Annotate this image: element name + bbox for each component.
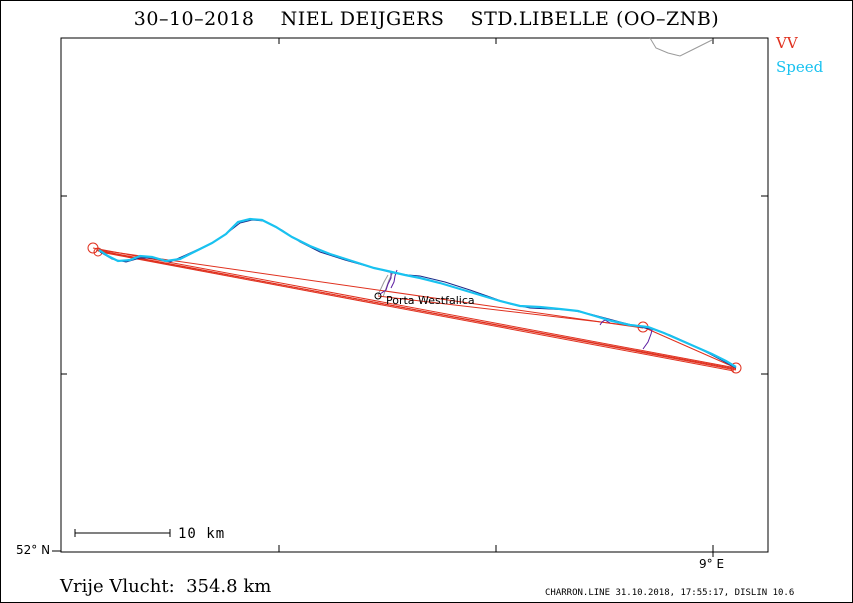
border-line [649,37,713,57]
scale-label: 10 km [178,526,226,542]
map-title: 30–10–2018 NIEL DEIJGERS STD.LIBELLE (OO… [133,8,720,30]
waypoint-marker [374,292,382,300]
legend-speed: Speed [776,58,824,76]
latitude-label: 52° N [16,543,51,557]
axis-ticks [52,38,768,557]
flight-distance: Vrije Vlucht: 354.8 km [60,576,272,597]
legend-vv: VV [776,34,798,52]
longitude-label: 9° E [699,557,725,571]
track-speed [98,217,737,368]
plot-frame [60,37,769,553]
scale-bar [74,529,171,537]
waypoint-label: Porta Westfalica [386,294,475,307]
task-legs [92,247,737,372]
footer-info: CHARRON.LINE 31.10.2018, 17:55:17, DISLI… [545,588,795,598]
